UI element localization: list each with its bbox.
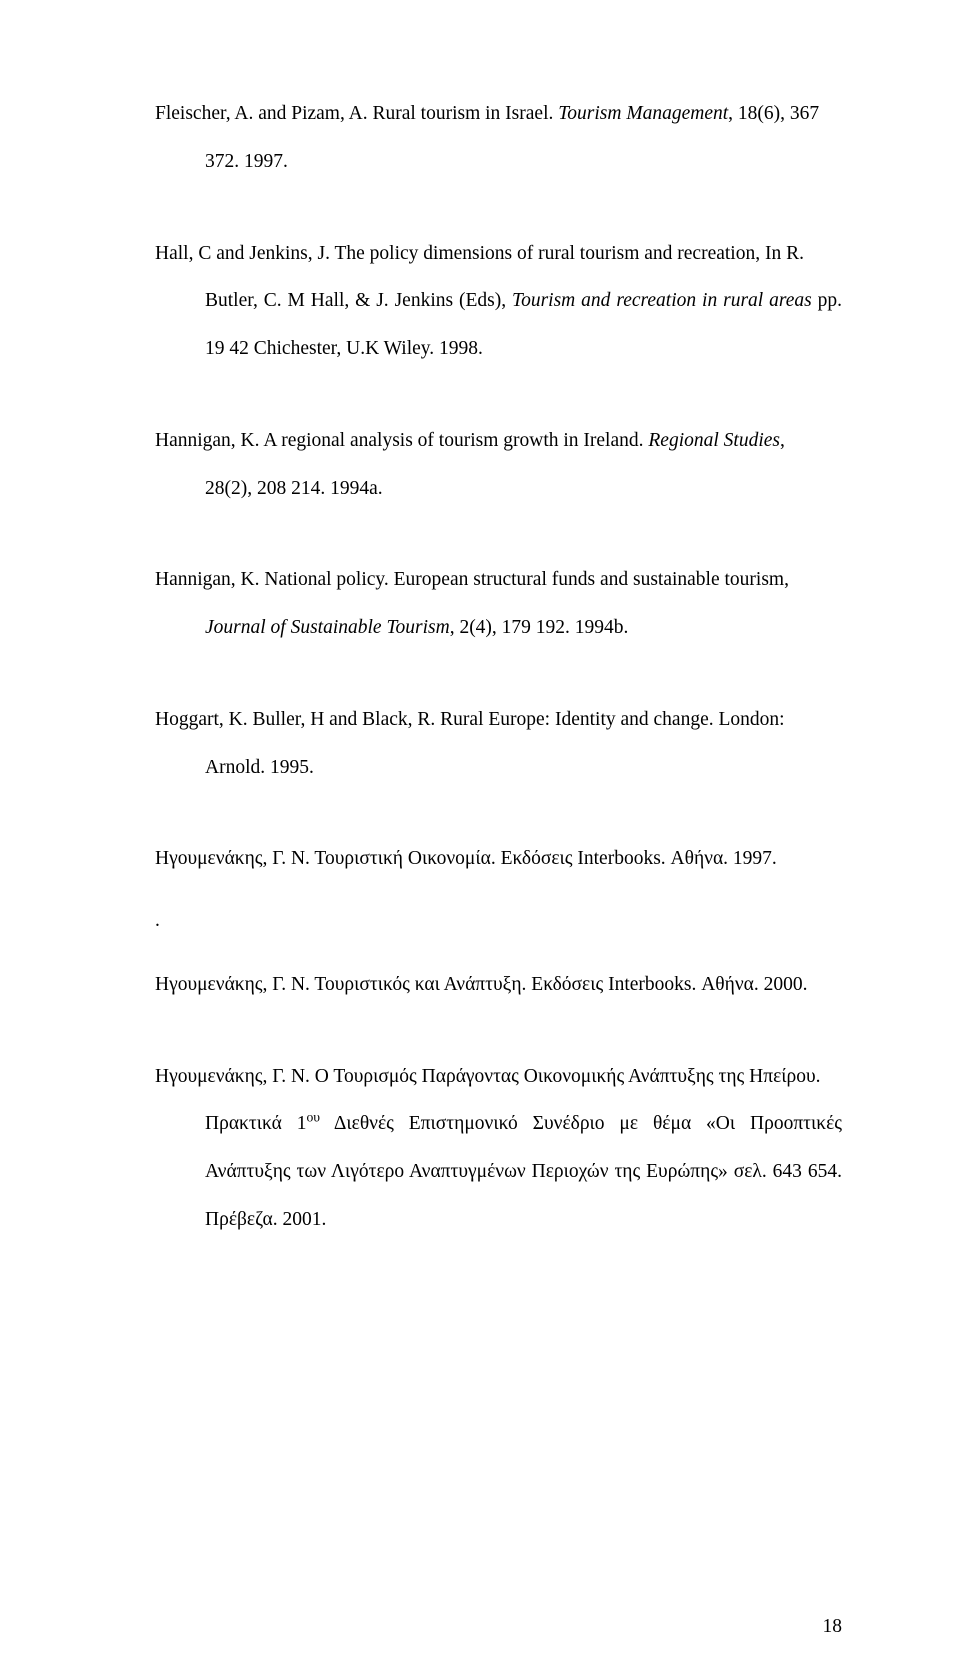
ref-text: Ηγουμενάκης, Γ. Ν. Τουριστική Οικονομία.… bbox=[155, 848, 777, 869]
reference-item: Hannigan, K. National policy. European s… bbox=[155, 556, 842, 652]
ref-italic: Regional Studies bbox=[648, 430, 780, 451]
ref-superscript: ου bbox=[306, 1110, 320, 1125]
reference-item: Fleischer, A. and Pizam, A. Rural touris… bbox=[155, 90, 842, 186]
ref-cont: 28(2), 208 214. 1994a. bbox=[155, 465, 842, 513]
ref-cont: Πρακτικά 1ου Διεθνές Επιστημονικό Συνέδρ… bbox=[155, 1100, 842, 1243]
ref-text: , 2(4), 179 192. 1994b. bbox=[450, 617, 629, 638]
page: Fleischer, A. and Pizam, A. Rural touris… bbox=[0, 0, 960, 1678]
ref-text: Hannigan, K. National policy. European s… bbox=[155, 569, 789, 590]
reference-item: Ηγουμενάκης, Γ. Ν. Ο Τουρισμός Παράγοντα… bbox=[155, 1053, 842, 1244]
ref-text: 372. 1997. bbox=[205, 151, 288, 172]
ref-line1: Hannigan, K. National policy. European s… bbox=[155, 556, 842, 604]
ref-text: , 18(6), 367 bbox=[728, 103, 819, 124]
reference-item: Hannigan, K. A regional analysis of tour… bbox=[155, 417, 842, 513]
ref-italic: Tourism and recreation in rural areas bbox=[512, 290, 812, 311]
ref-cont: 372. 1997. bbox=[155, 138, 842, 186]
ref-text: Hannigan, K. A regional analysis of tour… bbox=[155, 430, 648, 451]
ref-line1: Fleischer, A. and Pizam, A. Rural touris… bbox=[155, 90, 842, 138]
ref-cont: Butler, C. M Hall, & J. Jenkins (Eds), T… bbox=[155, 277, 842, 373]
ref-text: Fleischer, A. and Pizam, A. Rural touris… bbox=[155, 103, 558, 124]
ref-text: Πρακτικά 1 bbox=[205, 1113, 306, 1134]
reference-item: Ηγουμενάκης, Γ. Ν. Τουριστική Οικονομία.… bbox=[155, 835, 842, 883]
ref-line1: Hoggart, K. Buller, H and Black, R. Rura… bbox=[155, 696, 842, 744]
ref-line1: Ηγουμενάκης, Γ. Ν. Τουριστική Οικονομία.… bbox=[155, 835, 842, 883]
ref-line1: Hannigan, K. A regional analysis of tour… bbox=[155, 417, 842, 465]
ref-cont: Journal of Sustainable Tourism, 2(4), 17… bbox=[155, 604, 842, 652]
ref-text: Hall, C and Jenkins, J. The policy dimen… bbox=[155, 243, 804, 264]
page-number: 18 bbox=[823, 1617, 843, 1637]
ref-italic: Tourism Management bbox=[558, 103, 728, 124]
ref-text: Hoggart, K. Buller, H and Black, R. Rura… bbox=[155, 709, 785, 730]
ref-text: , bbox=[780, 430, 785, 451]
ref-line1: Ηγουμενάκης, Γ. Ν. Τουριστικός και Ανάπτ… bbox=[155, 961, 842, 1009]
ref-text: 28(2), 208 214. 1994a. bbox=[205, 478, 383, 499]
reference-item: Hoggart, K. Buller, H and Black, R. Rura… bbox=[155, 696, 842, 792]
ref-cont: Arnold. 1995. bbox=[155, 744, 842, 792]
ref-text: Arnold. 1995. bbox=[205, 757, 314, 778]
reference-item: Hall, C and Jenkins, J. The policy dimen… bbox=[155, 230, 842, 373]
ref-italic: Journal of Sustainable Tourism bbox=[205, 617, 450, 638]
reference-item: Ηγουμενάκης, Γ. Ν. Τουριστικός και Ανάπτ… bbox=[155, 961, 842, 1009]
stray-dot: . bbox=[155, 897, 842, 945]
ref-line1: Ηγουμενάκης, Γ. Ν. Ο Τουρισμός Παράγοντα… bbox=[155, 1053, 842, 1101]
ref-text: Butler, C. M Hall, & J. Jenkins (Eds), bbox=[205, 290, 512, 311]
ref-line1: Hall, C and Jenkins, J. The policy dimen… bbox=[155, 230, 842, 278]
